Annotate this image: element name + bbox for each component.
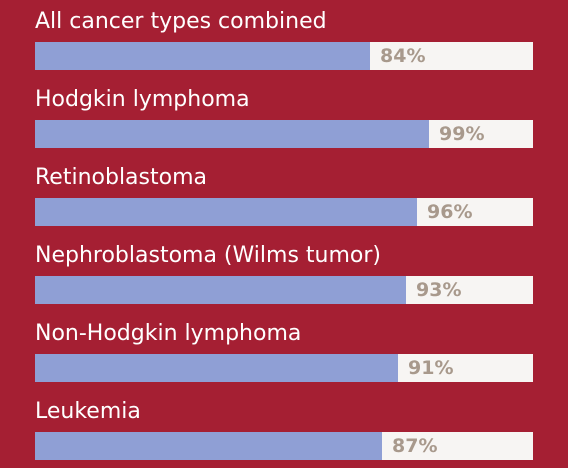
bar-row-2: Retinoblastoma 96% [35,156,533,228]
bar-fill [35,120,429,148]
category-label: Non-Hodgkin lymphoma [35,321,302,346]
bar-fill [35,276,406,304]
bar-row-5: Leukemia 87% [35,390,533,462]
value-label: 87% [392,435,438,457]
value-label: 91% [408,357,454,379]
value-label: 96% [427,201,473,223]
bar-fill [35,198,417,226]
bar-track: 87% [35,432,533,460]
bar-track: 91% [35,354,533,382]
bar-row-4: Non-Hodgkin lymphoma 91% [35,312,533,384]
bar-fill [35,354,398,382]
bar-row-3: Nephroblastoma (Wilms tumor) 93% [35,234,533,306]
bar-row-0: All cancer types combined 84% [35,0,533,72]
bar-fill [35,432,382,460]
value-label: 93% [416,279,462,301]
category-label: Leukemia [35,399,141,424]
bar-track: 93% [35,276,533,304]
bar-track: 84% [35,42,533,70]
category-label: Hodgkin lymphoma [35,87,250,112]
bar-track: 96% [35,198,533,226]
category-label: Nephroblastoma (Wilms tumor) [35,243,381,268]
bar-row-1: Hodgkin lymphoma 99% [35,78,533,150]
value-label: 84% [380,45,426,67]
value-label: 99% [439,123,485,145]
category-label: All cancer types combined [35,9,327,34]
category-label: Retinoblastoma [35,165,207,190]
bar-track: 99% [35,120,533,148]
bar-fill [35,42,370,70]
